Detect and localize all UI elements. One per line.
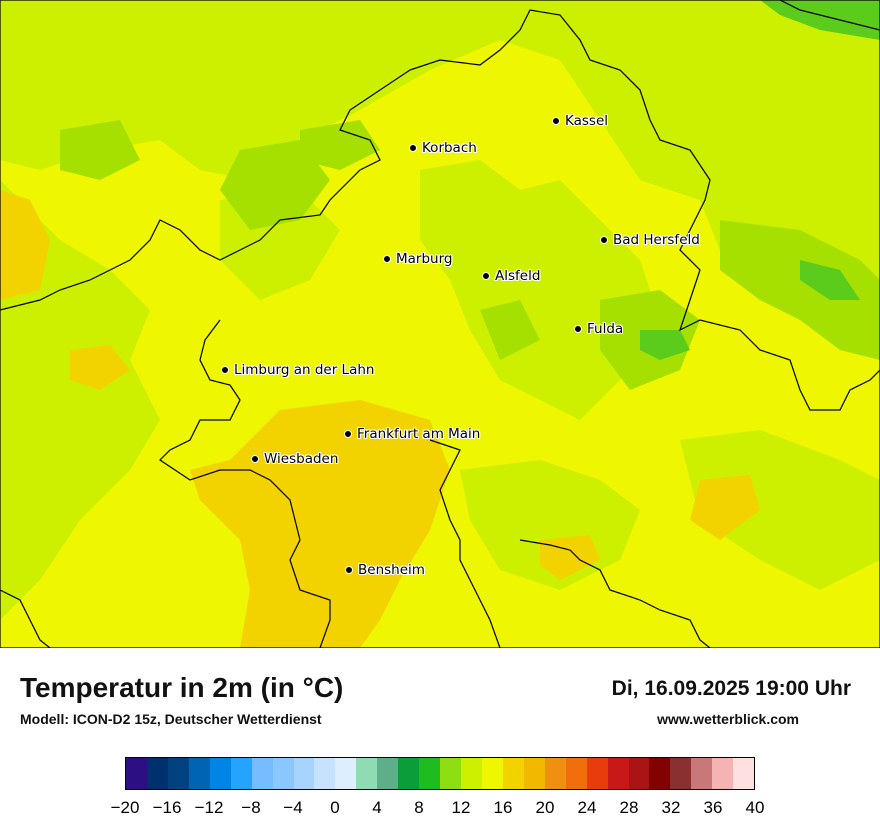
color-segment <box>146 758 168 789</box>
scale-tick-label: −4 <box>283 798 303 817</box>
color-segment <box>523 758 545 789</box>
temperature-field <box>0 0 880 648</box>
color-segment <box>126 758 147 789</box>
color-segment <box>314 758 336 789</box>
color-segment <box>188 758 210 789</box>
color-segment <box>398 758 420 789</box>
color-segment <box>670 758 692 789</box>
scale-tick-label: 4 <box>372 798 382 817</box>
scale-tick-label: 40 <box>745 798 765 817</box>
color-segment <box>419 758 441 789</box>
model-info: Modell: ICON-D2 15z, Deutscher Wetterdie… <box>20 711 322 727</box>
color-segment <box>733 758 755 789</box>
color-segment <box>691 758 713 789</box>
color-segment <box>230 758 252 789</box>
city-dot <box>574 325 582 333</box>
city-marker-bad-hersfeld[interactable]: Bad Hersfeld <box>600 232 700 248</box>
scale-tick-label: 12 <box>451 798 471 817</box>
color-segment <box>272 758 294 789</box>
color-segment <box>440 758 461 789</box>
city-dot <box>409 144 417 152</box>
scale-tick-label: −20 <box>110 798 140 817</box>
color-segment <box>377 758 399 789</box>
city-marker-frankfurt[interactable]: Frankfurt am Main <box>344 426 480 442</box>
state-borders <box>0 0 880 648</box>
scale-tick-label: 24 <box>577 798 597 817</box>
color-scale-bar <box>125 757 755 790</box>
scale-tick-label: 16 <box>493 798 513 817</box>
color-segment <box>481 758 503 789</box>
color-segment <box>565 758 587 789</box>
color-segment <box>251 758 273 789</box>
color-segment <box>607 758 629 789</box>
color-segment <box>461 758 482 789</box>
color-segment <box>335 758 357 789</box>
scale-tick-label: 36 <box>703 798 723 817</box>
city-marker-kassel[interactable]: Kassel <box>552 113 608 129</box>
scale-tick-label: 28 <box>619 798 639 817</box>
color-segment <box>167 758 189 789</box>
color-segment <box>586 758 608 789</box>
color-segment <box>502 758 524 789</box>
coldest-region <box>640 0 880 360</box>
city-marker-korbach[interactable]: Korbach <box>409 140 477 156</box>
city-marker-wiesbaden[interactable]: Wiesbaden <box>251 451 338 467</box>
color-segment <box>712 758 734 789</box>
city-dot <box>600 236 608 244</box>
scale-tick-label: 20 <box>535 798 555 817</box>
scale-tick-label: 0 <box>330 798 340 817</box>
scale-tick-label: 8 <box>414 798 424 817</box>
city-dot <box>345 566 353 574</box>
color-segment <box>628 758 650 789</box>
color-segment <box>209 758 231 789</box>
color-segment <box>356 758 378 789</box>
scale-tick-label: 32 <box>661 798 681 817</box>
scale-tick-label: −12 <box>194 798 224 817</box>
color-segment <box>649 758 671 789</box>
city-dot <box>552 117 560 125</box>
city-dot <box>383 255 391 263</box>
city-dot <box>251 455 259 463</box>
city-marker-marburg[interactable]: Marburg <box>383 251 452 267</box>
color-segment <box>544 758 566 789</box>
map-title: Temperatur in 2m (in °C) <box>20 672 344 703</box>
scale-tick-label: −8 <box>241 798 261 817</box>
cold-region <box>60 120 880 390</box>
color-segment <box>293 758 315 789</box>
city-marker-alsfeld[interactable]: Alsfeld <box>482 268 540 284</box>
city-dot <box>221 366 229 374</box>
website-link[interactable]: www.wetterblick.com <box>657 711 799 727</box>
city-marker-fulda[interactable]: Fulda <box>574 321 623 337</box>
map-footer: Temperatur in 2m (in °C) Modell: ICON-D2… <box>0 648 880 830</box>
scale-tick-label: −16 <box>152 798 182 817</box>
forecast-datetime: Di, 16.09.2025 19:00 Uhr <box>611 677 851 700</box>
city-dot <box>344 430 352 438</box>
temperature-map: Kassel Korbach Bad Hersfeld Marburg Alsf… <box>0 0 880 648</box>
city-dot <box>482 272 490 280</box>
color-scale-ticks: −20 −16 −12 −8 −4 0 4 8 12 16 20 24 28 32 36 40 <box>111 798 765 818</box>
city-marker-limburg[interactable]: Limburg an der Lahn <box>221 362 374 378</box>
city-marker-bensheim[interactable]: Bensheim <box>345 562 425 578</box>
